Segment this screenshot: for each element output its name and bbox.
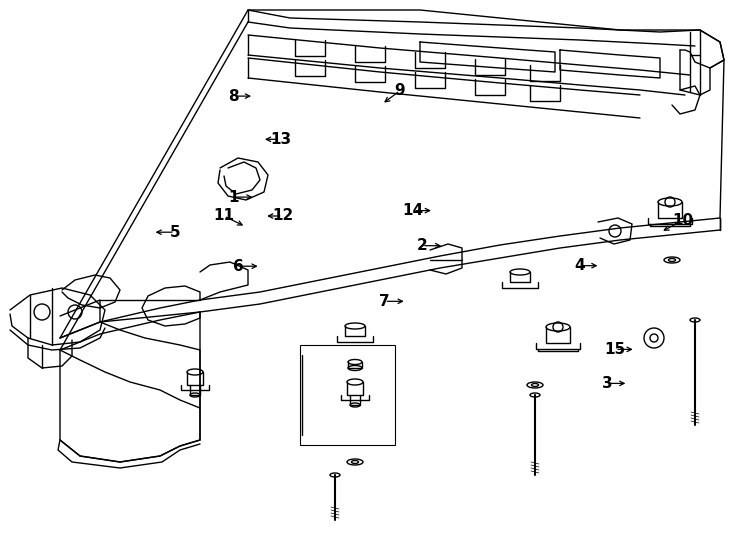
Ellipse shape: [658, 198, 682, 206]
Ellipse shape: [664, 257, 680, 263]
Ellipse shape: [690, 318, 700, 322]
Text: 14: 14: [403, 203, 424, 218]
Text: 3: 3: [603, 376, 613, 391]
Ellipse shape: [669, 259, 675, 261]
Ellipse shape: [347, 459, 363, 465]
Ellipse shape: [531, 383, 539, 387]
Text: 4: 4: [575, 258, 585, 273]
Ellipse shape: [527, 382, 543, 388]
Text: 15: 15: [605, 342, 625, 357]
Ellipse shape: [187, 369, 203, 375]
Text: 10: 10: [672, 213, 693, 228]
Text: 12: 12: [272, 208, 293, 224]
Text: 13: 13: [270, 132, 291, 147]
Text: 7: 7: [379, 294, 390, 309]
Ellipse shape: [345, 323, 365, 329]
Ellipse shape: [546, 323, 570, 331]
Text: 2: 2: [417, 238, 427, 253]
Ellipse shape: [350, 403, 360, 407]
Ellipse shape: [347, 379, 363, 385]
Text: 5: 5: [170, 225, 180, 240]
Ellipse shape: [510, 269, 530, 275]
Text: 6: 6: [233, 259, 244, 274]
Text: 11: 11: [214, 208, 234, 224]
Text: 9: 9: [395, 83, 405, 98]
Text: 8: 8: [228, 89, 239, 104]
Text: 1: 1: [228, 190, 239, 205]
Ellipse shape: [190, 393, 200, 397]
Ellipse shape: [530, 393, 540, 397]
Ellipse shape: [348, 366, 362, 370]
Ellipse shape: [330, 473, 340, 477]
Ellipse shape: [352, 461, 358, 463]
Ellipse shape: [348, 360, 362, 365]
